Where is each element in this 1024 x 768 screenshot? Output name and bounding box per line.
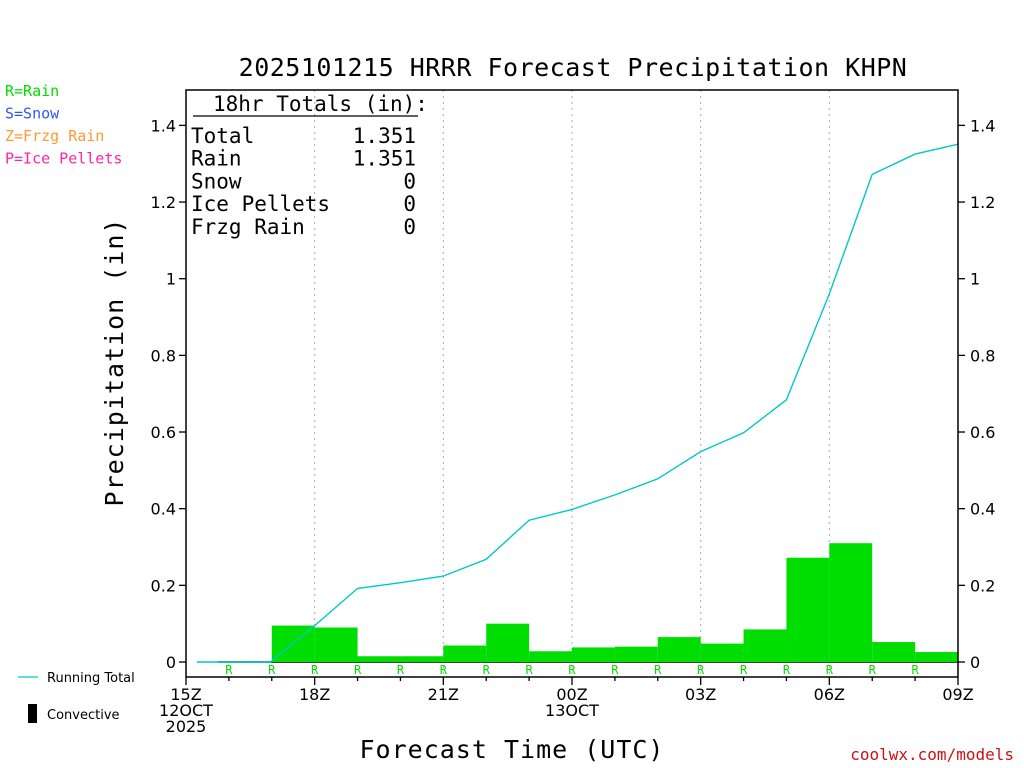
y-tick-label: 1 [166, 270, 176, 289]
rain-marker: R [611, 663, 619, 677]
y-tick-label: 0.6 [970, 423, 995, 442]
rain-marker: R [740, 663, 748, 677]
totals-row-label: Total [191, 124, 254, 148]
y-tick-label: 0.2 [151, 576, 176, 595]
totals-row-value: 0 [403, 169, 416, 193]
totals-row-value: 0 [403, 215, 416, 239]
hourly-precip-bar [400, 656, 444, 662]
rain-marker: R [225, 663, 233, 677]
hourly-precip-bar [314, 627, 358, 662]
y-tick-label: 0.2 [970, 576, 995, 595]
running-total-line [196, 143, 959, 663]
y-axis-label: Precipitation (in) [100, 218, 129, 507]
y-tick-label: 1.4 [970, 116, 995, 135]
x-tick-label: 2025 [166, 717, 207, 736]
y-tick-label: 0.8 [151, 346, 176, 365]
convective-legend-label: Convective [47, 708, 120, 723]
y-tick-label: 1.4 [151, 116, 176, 135]
rain-marker: R [869, 663, 877, 677]
rain-marker: R [697, 663, 705, 677]
rain-marker: R [483, 663, 491, 677]
y-tick-label: 1.2 [151, 193, 176, 212]
rain-marker: R [525, 663, 533, 677]
type-legend-item: P=Ice Pellets [5, 150, 122, 168]
x-tick-label: 03Z [685, 685, 716, 704]
rain-marker: R [311, 663, 319, 677]
y-axis-left: 0 0.2 0.4 0.6 0.8 1 1.2 1.4 [151, 116, 186, 672]
x-tick-label: 12OCT [159, 701, 213, 720]
convective-legend-swatch [28, 704, 37, 723]
x-tick-label: 00Z [556, 685, 587, 704]
rain-marker: R [268, 663, 276, 677]
rain-marker: R [354, 663, 362, 677]
rain-marker: R [397, 663, 405, 677]
running-total-legend-label: Running Total [47, 671, 135, 686]
hourly-precip-bar [357, 656, 401, 662]
y-tick-label: 1 [970, 270, 980, 289]
credit-text: coolwx.com/models [850, 745, 1014, 764]
x-tick-label: 06Z [814, 685, 845, 704]
hourly-precip-bar [657, 637, 701, 662]
hourly-precip-bar [743, 629, 787, 662]
rain-marker: R [783, 663, 791, 677]
x-tick-label: 18Z [299, 685, 330, 704]
totals-row-label: Ice Pellets [191, 192, 330, 216]
y-tick-label: 0.4 [151, 500, 176, 519]
y-tick-label: 0 [166, 653, 176, 672]
hourly-precip-bar [443, 645, 487, 662]
totals-heading: 18hr Totals (in): [213, 92, 428, 116]
rain-marker: R [911, 663, 919, 677]
x-tick-label: 15Z [170, 685, 201, 704]
hourly-precip-bar [872, 642, 916, 662]
vertical-grid [314, 90, 830, 677]
bottom-legend: Running Total Convective [18, 671, 135, 723]
y-tick-label: 1.2 [970, 193, 995, 212]
totals-row-value: 1.351 [353, 147, 416, 171]
type-legend-item: R=Rain [5, 82, 59, 100]
x-tick-label: 09Z [942, 685, 973, 704]
y-tick-label: 0 [970, 653, 980, 672]
hourly-precip-bar [572, 647, 615, 662]
type-legend-item: S=Snow [5, 105, 60, 123]
rain-marker: R [826, 663, 834, 677]
totals-row-label: Snow [191, 169, 242, 193]
hourly-precip-bar [700, 643, 744, 662]
x-tick-label: 21Z [428, 685, 459, 704]
hourly-precip-bar [915, 652, 958, 662]
rain-marker: R [568, 663, 576, 677]
hourly-precip-bar [529, 651, 572, 662]
type-legend: R=Rain S=Snow Z=Frzg Rain P=Ice Pellets [5, 82, 122, 168]
y-tick-label: 0.6 [151, 423, 176, 442]
y-tick-label: 0.8 [970, 346, 995, 365]
y-tick-label: 0.4 [970, 500, 995, 519]
type-legend-item: Z=Frzg Rain [5, 127, 104, 145]
y-axis-right: 0 0.2 0.4 0.6 0.8 1 1.2 1.4 [958, 116, 995, 672]
rain-marker: R [440, 663, 448, 677]
running-total-layer [196, 143, 959, 663]
hourly-precip-bar [486, 623, 530, 662]
totals-row-value: 1.351 [353, 124, 416, 148]
rain-marker: R [654, 663, 662, 677]
x-axis-label: Forecast Time (UTC) [360, 735, 665, 764]
hourly-precip-bar [786, 557, 830, 662]
x-tick-label: 13OCT [545, 701, 599, 720]
chart-title: 2025101215 HRRR Forecast Precipitation K… [239, 53, 908, 82]
totals-row-value: 0 [403, 192, 416, 216]
totals-row-label: Rain [191, 147, 242, 171]
totals-box: 18hr Totals (in): Total 1.351 Rain 1.351 Sno… [191, 92, 428, 239]
totals-row-label: Frzg Rain [191, 215, 305, 239]
hourly-precip-bar [829, 543, 873, 662]
hourly-precip-bar [614, 646, 658, 662]
